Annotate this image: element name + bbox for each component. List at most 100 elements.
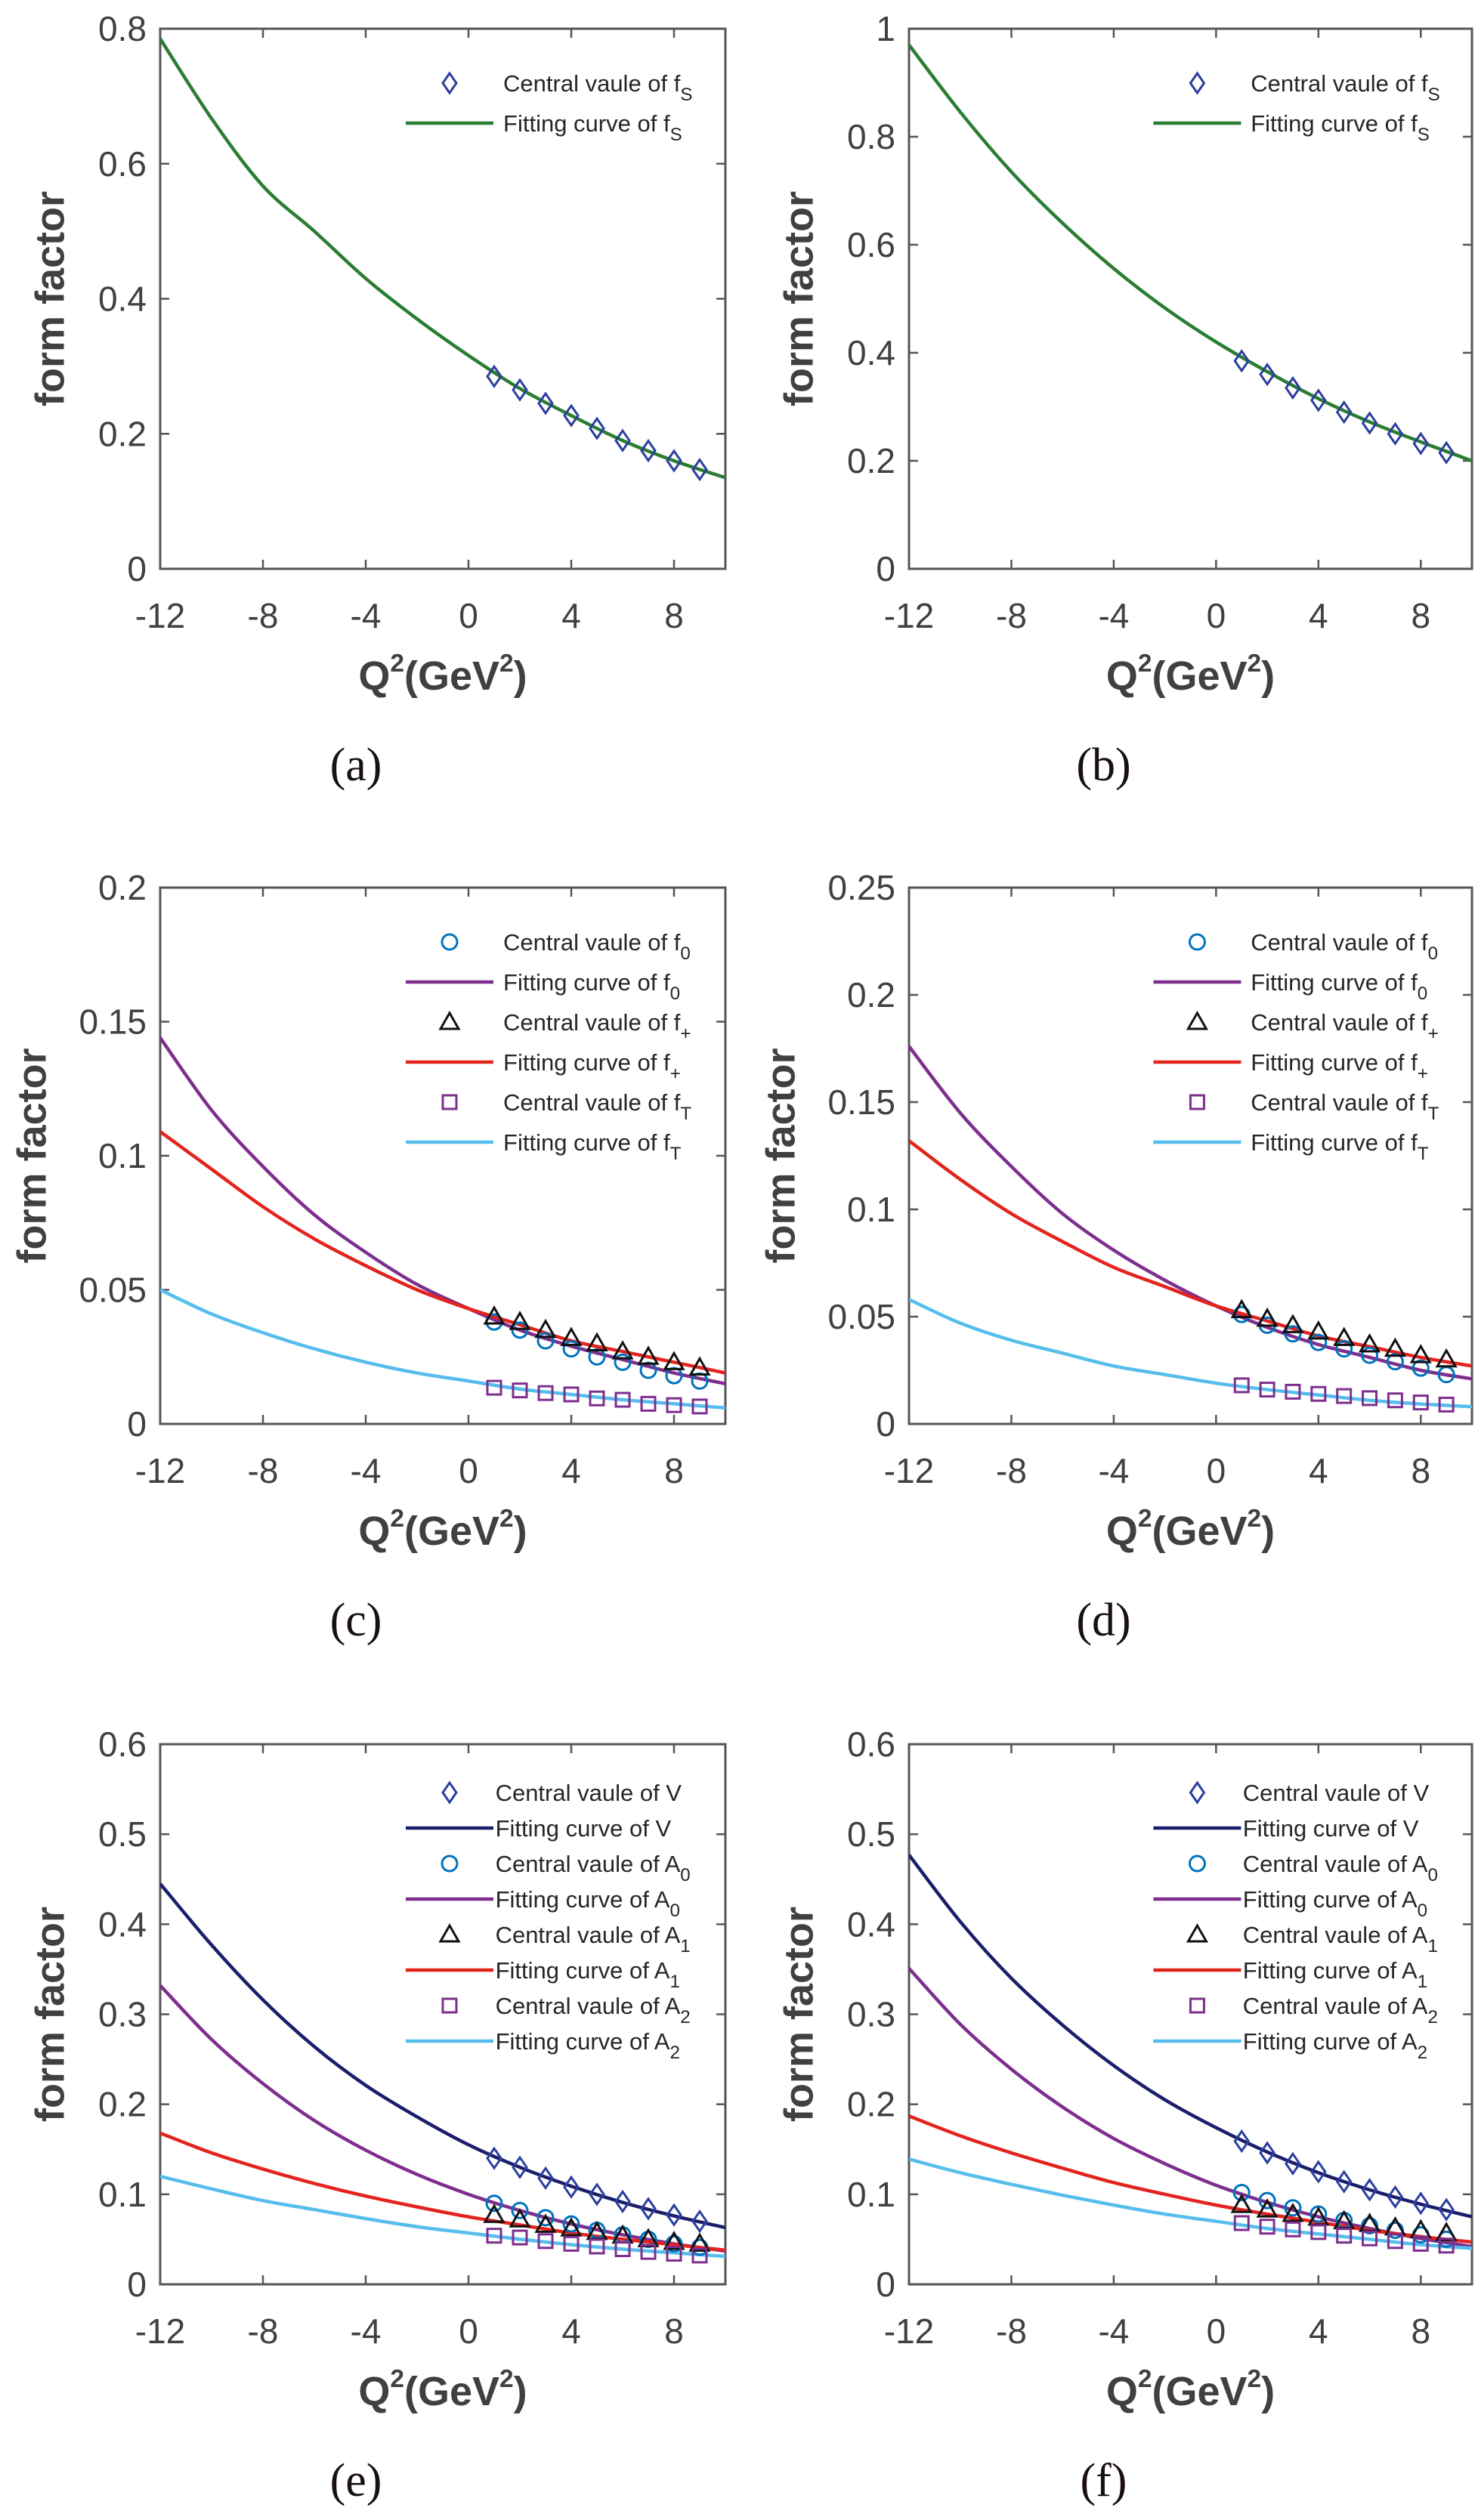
legend-label-subscript: 0 — [680, 1865, 690, 1885]
data-point-diamond — [537, 391, 554, 415]
legend-label: Central vaule of fS — [503, 70, 692, 105]
plot-area — [160, 38, 725, 482]
legend-label: Central vaule of fT — [503, 1089, 691, 1124]
label-text: Q — [358, 2369, 390, 2414]
legend-label-subscript: 1 — [669, 1972, 679, 1992]
x-tick-label: -4 — [1098, 1451, 1129, 1490]
axes-box — [908, 886, 1473, 1425]
data-point-square — [486, 2228, 502, 2244]
legend-label-subscript: 1 — [1418, 1972, 1427, 1992]
data-point-square — [563, 1386, 580, 1403]
legend-label-main: Central vaule of A — [1243, 1922, 1428, 1948]
data-point-diamond — [640, 2197, 657, 2221]
x-tick-label: 4 — [561, 2312, 581, 2351]
y-tick-label: 0.5 — [847, 1814, 895, 1854]
x-tick-label: -4 — [351, 2312, 382, 2351]
data-point-triangle — [586, 1332, 608, 1351]
legend-label: Central vaule of A2 — [496, 1993, 691, 2027]
y-tick-label: 0.2 — [847, 441, 895, 480]
legend-marker-triangle — [438, 1922, 461, 1943]
fitting-curve — [909, 1139, 1472, 1368]
legend-marker-circle — [441, 1854, 459, 1873]
y-tick-label: 0.2 — [847, 2085, 895, 2124]
fitting-curve — [160, 1882, 725, 2230]
y-tick-label: 0.8 — [847, 117, 895, 156]
x-tick-label: -4 — [1098, 2312, 1129, 2351]
fitting-curve — [160, 2131, 725, 2252]
x-tick-label: 0 — [1207, 1451, 1226, 1490]
legend-marker-diamond — [1189, 1780, 1206, 1805]
data-point-circle — [485, 2194, 503, 2213]
legend-label-main: Fitting curve of V — [496, 1815, 672, 1842]
legend-label: Fitting curve of V — [496, 1815, 672, 1842]
data-point-square — [691, 1398, 708, 1415]
superscript: 2 — [499, 650, 514, 678]
data-point-diamond — [1335, 400, 1353, 425]
legend-label: Central vaule of V — [496, 1780, 682, 1806]
legend-marker-diamond — [441, 1780, 458, 1805]
data-point-diamond — [512, 378, 528, 402]
legend-label: Central vaule of A0 — [1243, 1851, 1438, 1885]
y-tick-label: 0.6 — [98, 1725, 147, 1764]
data-point-diamond — [486, 2146, 502, 2170]
label-text: Q — [1106, 1509, 1138, 1554]
data-point-diamond — [563, 2175, 580, 2199]
legend-label: Fitting curve of A1 — [496, 1957, 680, 1992]
legend-label-subscript: 0 — [670, 984, 680, 1004]
y-tick-label: 0.4 — [98, 1904, 147, 1944]
data-point-diamond — [1438, 440, 1455, 465]
legend-marker-circle — [1188, 933, 1206, 951]
data-point-triangle — [1358, 1333, 1381, 1353]
data-point-diamond — [1438, 2197, 1455, 2222]
data-point-triangle — [534, 2213, 557, 2233]
legend-label-main: Central vaule of A — [1243, 1851, 1428, 1877]
x-tick-label: -8 — [248, 1451, 279, 1490]
legend-label: Fitting curve of V — [1243, 1815, 1419, 1842]
chart-panel-a: -12 -8 -4 0 4 8 0 0.2 0.4 0.6 0.8 form factor Q2​(Ge… — [27, 9, 727, 791]
legend-label: Central vaule of fS — [1251, 70, 1439, 105]
data-point-triangle — [611, 1340, 634, 1360]
legend-label: Fitting curve of A0 — [1243, 1886, 1427, 1921]
data-point-triangle — [1230, 2194, 1253, 2213]
legend-label-main: Fitting curve of f — [503, 969, 670, 996]
axes-box — [159, 27, 727, 570]
y-tick-label: 0.2 — [847, 975, 895, 1014]
legend-label-main: Fitting curve of A — [1243, 1886, 1418, 1913]
data-point-square — [1336, 2228, 1353, 2244]
legend-label: Central vaule of A2 — [1243, 1993, 1438, 2027]
fitting-curve — [909, 1298, 1472, 1409]
legend-label-main: Central vaule of V — [496, 1780, 682, 1806]
data-point-diamond — [614, 428, 631, 452]
data-point-triangle — [483, 1305, 506, 1325]
superscript: 2 — [499, 1505, 514, 1533]
y-tick-label: 0 — [876, 1404, 895, 1444]
legend-label-subscript: 2 — [680, 2007, 690, 2027]
data-point-square — [537, 1385, 554, 1401]
y-tick-label: 0.5 — [98, 1814, 147, 1854]
legend-label-main: Fitting curve of f — [1251, 1049, 1418, 1076]
fitting-curve — [160, 38, 725, 480]
y-tick-label: 0.1 — [98, 1136, 147, 1175]
legend-label-subscript: S — [1428, 85, 1440, 105]
chart-panel-d: -12 -8 -4 0 4 8 0 0.05 0.1 0.15 0.2 0.25 form factor… — [758, 868, 1473, 1646]
chart-panel-c: -12 -8 -4 0 4 8 0 0.05 0.1 0.15 0.2 form factor Q2​(… — [9, 868, 727, 1646]
legend-label-subscript: + — [670, 1064, 681, 1084]
x-tick-label: 8 — [1411, 1451, 1430, 1490]
label-text: Q — [358, 1509, 390, 1554]
legend-label-main: Central vaule of f — [1251, 1009, 1428, 1036]
data-point-diamond — [614, 2189, 631, 2214]
y-tick-label: 0.4 — [847, 1904, 895, 1944]
data-point-circle — [1412, 1359, 1430, 1377]
legend-label: Fitting curve of A2 — [1243, 2028, 1427, 2063]
y-tick-label: 0.25 — [827, 868, 895, 907]
data-point-square — [640, 1395, 657, 1412]
data-point-diamond — [589, 416, 605, 440]
label-text: (GeV — [1152, 2369, 1247, 2414]
legend-label: Central vaule of fT — [1251, 1089, 1439, 1124]
legend-label: Fitting curve of fT — [503, 1129, 682, 1164]
y-tick-label: 0.2 — [98, 868, 147, 907]
x-tick-label: 0 — [459, 2312, 478, 2351]
data-point-triangle — [663, 1351, 685, 1370]
data-point-triangle — [509, 1311, 531, 1330]
